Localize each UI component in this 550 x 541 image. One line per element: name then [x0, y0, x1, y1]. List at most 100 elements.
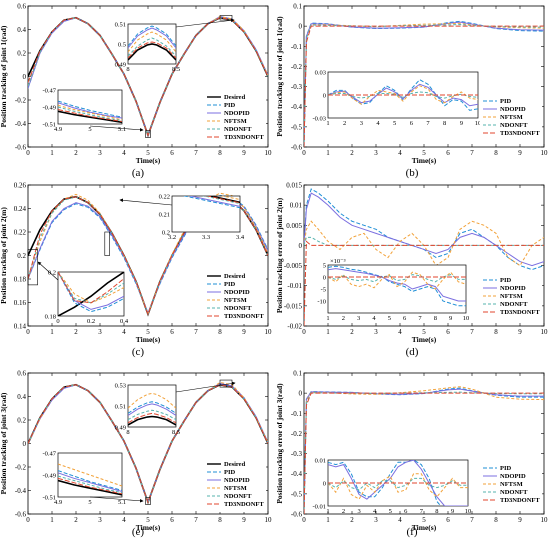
panel-caption: (b): [406, 167, 419, 179]
x-tick-label: 2: [74, 516, 78, 524]
series-line-td3ndonft: [304, 392, 544, 514]
y-tick-label: 0.2: [17, 417, 26, 425]
series-line-ndopid: [58, 472, 122, 492]
series-line-pid: [328, 265, 466, 307]
inset-x-tick-label: 4.9: [54, 126, 62, 133]
legend-box: [480, 464, 542, 508]
inset-y-tick-label: -0.51: [42, 121, 56, 128]
chart-panel-d: 0 1 2 3 4 5 6 7 8 9 10-0.02-0.015-0.01-0.00500.005…: [275, 182, 548, 359]
y-tick-label: 0.4: [17, 26, 26, 34]
inset-x-tick-label: 1: [326, 508, 329, 515]
x-tick-label: 4: [398, 516, 402, 524]
legend-entry-desired: Desired: [224, 461, 246, 468]
x-tick-label: 4: [122, 149, 126, 157]
zoom-arrow: [119, 198, 173, 206]
inset-y-tick-label: -0.01: [312, 503, 326, 510]
inset-y-tick-label: 0: [323, 480, 326, 487]
x-tick-label: 9: [518, 516, 522, 524]
y-tick-label: 0.22: [14, 229, 27, 237]
series-line-nftsm: [304, 220, 544, 267]
legend-entry-td3ndonft: TD3NDONFT: [500, 497, 540, 504]
y-tick-label: 0.24: [14, 205, 27, 213]
inset-b-0: 1 2 3 4 5 6 7 8 9 10 -0.03 0 0.03: [312, 69, 481, 127]
legend-entry-pid: PID: [500, 98, 512, 105]
y-tick-label: -0.2: [15, 97, 27, 105]
series-line-nftsm: [328, 85, 478, 105]
x-tick-label: 4: [398, 149, 402, 157]
inset-x-tick-label: 5.1: [118, 126, 126, 133]
x-tick-label: 6: [446, 328, 450, 336]
x-tick-label: 5: [422, 149, 426, 157]
x-tick-label: 1: [326, 328, 330, 336]
x-tick-label: 1: [50, 516, 54, 524]
inset-y-tick-label: 0.2: [48, 269, 56, 276]
y-tick-label: 0.015: [286, 182, 302, 190]
y-tick-label: -0.1: [291, 410, 303, 418]
legend-entry-ndopid: NDOPID: [224, 110, 250, 117]
y-tick-label: -0.01: [287, 282, 302, 290]
y-tick-label: -0.1: [291, 43, 303, 51]
series-line-desired: [58, 479, 122, 496]
inset-y-tick-label: -0.47: [42, 450, 56, 457]
x-tick-label: 7: [194, 149, 198, 157]
legend-entry-td3ndonft: TD3NDONFT: [500, 309, 540, 316]
series-line-td3ndonft: [128, 412, 176, 424]
x-tick-label: 5: [146, 516, 150, 524]
x-tick-label: 9: [518, 149, 522, 157]
y-tick-label: -0.4: [291, 470, 303, 478]
inset-x-tick-label: 9: [451, 508, 454, 515]
legend-entry-ndonft: NDONFT: [224, 305, 252, 312]
y-tick-label: -0.2: [15, 464, 27, 472]
x-axis-label: Time(s): [412, 523, 437, 532]
y-axis-label: Position tracking of joint 1(rad): [0, 25, 8, 127]
x-tick-label: 3: [98, 149, 102, 157]
x-tick-label: 3: [98, 328, 102, 336]
series-line-desired: [128, 43, 176, 61]
x-tick-label: 2: [350, 516, 354, 524]
y-tick-label: -0.3: [291, 450, 303, 458]
chart-panel-a: 0 1 2 3 4 5 6 7 8 9 10 -0.6 -0.4 -0.2 0 0.2 0.4 0.6 Time(s…: [0, 3, 272, 180]
x-tick-label: 6: [170, 516, 174, 524]
legend-entry-nftsm: NFTSM: [224, 118, 247, 125]
inset-x-tick-label: 6: [403, 315, 407, 322]
x-tick-label: 2: [74, 328, 78, 336]
x-tick-label: 7: [194, 328, 198, 336]
inset-x-tick-label: 8: [126, 66, 129, 73]
inset-y-tick-label: -0.51: [42, 494, 56, 501]
y-tick-label: -0.005: [284, 262, 303, 270]
inset-x-tick-label: 10: [463, 315, 470, 322]
x-tick-label: 9: [518, 328, 522, 336]
y-tick-label: 0.4: [17, 393, 26, 401]
x-axis-label: Time(s): [136, 156, 161, 165]
inset-x-tick-label: 8: [435, 508, 438, 515]
inset-c-1: 0 0.2 0.4 0.18 0.2: [45, 269, 129, 325]
y-tick-label: -0.2: [291, 63, 303, 71]
inset-frame: [57, 452, 123, 498]
x-tick-label: 0: [302, 328, 306, 336]
x-axis-label: Time(s): [136, 523, 161, 532]
panel-caption: (a): [132, 167, 145, 179]
legend-entry-pid: PID: [224, 102, 236, 109]
series-line-ndonft: [328, 91, 478, 99]
x-axis-label: Time(s): [412, 335, 437, 344]
series-line-desired: [206, 196, 240, 204]
series-line-desired: [58, 110, 122, 124]
zoom-region-box: [27, 249, 38, 286]
inset-y-tick-label: -5: [321, 286, 326, 293]
legend-entry-pid: PID: [224, 469, 236, 476]
series-line-pid: [182, 196, 240, 209]
series-line-ndopid: [328, 83, 478, 107]
x-tick-label: 7: [470, 328, 474, 336]
series-line-nftsm: [58, 463, 122, 487]
legend-entry-desired: Desired: [224, 94, 246, 101]
series-line-nftsm: [328, 473, 468, 500]
inset-x-tick-label: 2: [342, 315, 345, 322]
legend-entry-td3ndonft: TD3NDONFT: [224, 134, 264, 141]
x-tick-label: 10: [265, 328, 273, 336]
inset-y-tick-label: -0.47: [42, 87, 56, 94]
inset-x-tick-label: 7: [420, 508, 424, 515]
x-tick-label: 3: [98, 516, 102, 524]
